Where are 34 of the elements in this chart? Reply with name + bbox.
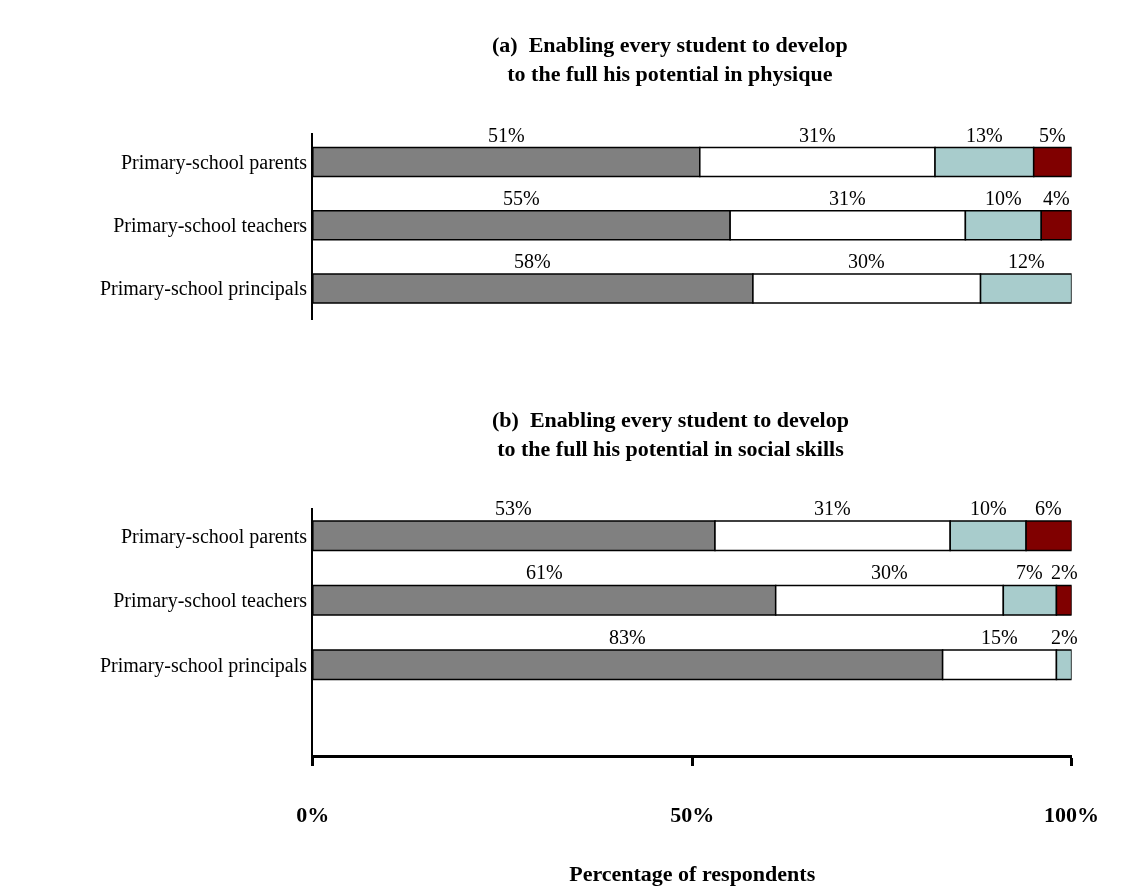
data-label: 2%: [1051, 561, 1078, 583]
data-label: 31%: [814, 497, 851, 519]
y-tick-label: Primary-school teachers: [113, 589, 308, 613]
x-tick-label: 0%: [296, 802, 330, 828]
y-tick-label: Primary-school parents: [121, 151, 308, 175]
x-tick-label: 50%: [670, 802, 715, 828]
data-label: 12%: [1008, 250, 1045, 272]
data-label: 2%: [1051, 626, 1078, 648]
data-label: 7%: [1016, 561, 1043, 583]
data-label: 10%: [985, 187, 1022, 209]
data-label: 10%: [970, 497, 1007, 519]
data-label: 6%: [1035, 497, 1062, 519]
data-label: 30%: [848, 250, 885, 272]
data-label: 55%: [503, 187, 540, 209]
y-tick-label: Primary-school teachers: [113, 214, 308, 238]
x-axis-title: Percentage of respondents: [569, 861, 816, 886]
data-label: 13%: [966, 124, 1003, 146]
y-tick-label: Primary-school parents: [121, 524, 308, 548]
data-label: 5%: [1039, 124, 1066, 146]
x-tick-label: 100%: [1044, 802, 1100, 828]
y-tick-label: Primary-school principals: [99, 653, 308, 677]
data-label: 15%: [981, 626, 1018, 648]
data-label: 31%: [829, 187, 866, 209]
data-label: 4%: [1043, 187, 1070, 209]
data-label: 30%: [871, 561, 908, 583]
data-label: 83%: [609, 626, 646, 648]
data-label: 51%: [488, 124, 525, 146]
chart-title: (b) Enabling every student to develop to the full his potential in social skills: [492, 407, 849, 461]
chart-title: (a) Enabling every student to develop to the full his potential in physique: [492, 32, 848, 86]
data-label: 58%: [514, 250, 551, 272]
data-label: 61%: [526, 561, 563, 583]
data-label: 31%: [799, 124, 836, 146]
data-label: 53%: [495, 497, 532, 519]
y-tick-label: Primary-school principals: [99, 277, 308, 301]
